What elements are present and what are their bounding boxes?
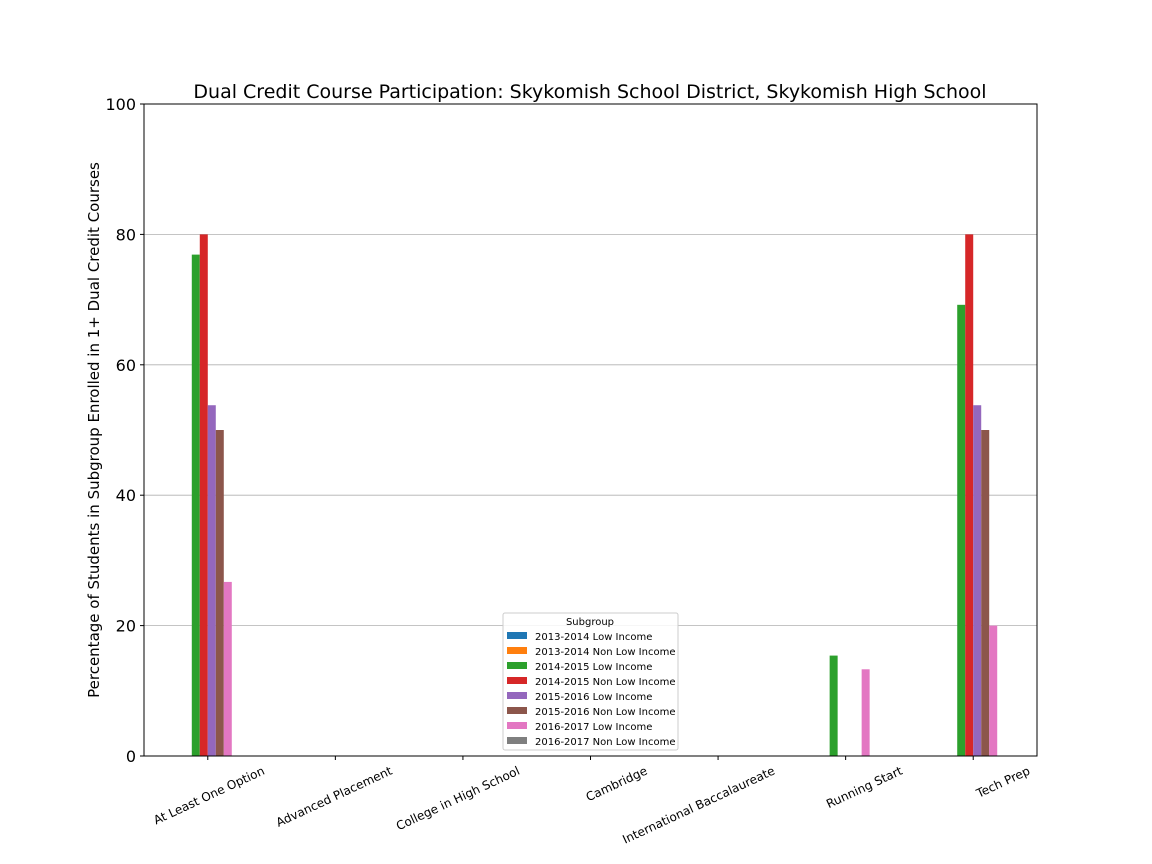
bars bbox=[191, 234, 998, 756]
y-axis-ticks: 0 20 40 60 80 100 bbox=[105, 95, 144, 766]
legend-swatch bbox=[507, 632, 527, 639]
legend-label: 2013-2014 Non Low Income bbox=[535, 647, 675, 658]
bar bbox=[215, 430, 224, 756]
legend-label: 2016-2017 Low Income bbox=[535, 722, 652, 733]
chart-title: Dual Credit Course Participation: Skykom… bbox=[193, 81, 986, 103]
legend-label: 2015-2016 Non Low Income bbox=[535, 707, 675, 718]
bar bbox=[199, 234, 208, 756]
legend-label: 2015-2016 Low Income bbox=[535, 692, 652, 703]
x-tick-label: College in High School bbox=[394, 764, 522, 834]
bar bbox=[861, 669, 870, 756]
legend-title: Subgroup bbox=[566, 617, 614, 628]
bar bbox=[223, 581, 232, 756]
legend-label: 2016-2017 Non Low Income bbox=[535, 737, 675, 748]
y-tick-label: 20 bbox=[116, 617, 136, 636]
x-tick-label: Running Start bbox=[824, 764, 905, 812]
x-axis-ticks: At Least One Option Advanced Placement Col… bbox=[151, 756, 1032, 847]
y-tick-label: 0 bbox=[126, 747, 136, 766]
gridlines bbox=[144, 233, 1037, 626]
legend-swatch bbox=[507, 737, 527, 744]
legend-swatch bbox=[507, 692, 527, 699]
x-tick-label: Tech Prep bbox=[973, 764, 1032, 801]
y-tick-label: 100 bbox=[105, 95, 136, 114]
bar bbox=[989, 625, 998, 756]
legend-label: 2014-2015 Non Low Income bbox=[535, 677, 675, 688]
legend-box bbox=[502, 612, 679, 751]
bar bbox=[981, 430, 990, 756]
y-tick-label: 80 bbox=[116, 225, 136, 244]
bar bbox=[973, 405, 982, 756]
y-tick-label: 60 bbox=[116, 356, 136, 375]
legend-swatch bbox=[507, 722, 527, 729]
bar bbox=[829, 655, 838, 756]
legend-swatch bbox=[507, 647, 527, 654]
bar bbox=[191, 254, 200, 756]
legend-label: 2013-2014 Low Income bbox=[535, 632, 652, 643]
legend-swatch bbox=[507, 707, 527, 714]
bar bbox=[207, 405, 216, 756]
x-tick-label: Cambridge bbox=[584, 764, 650, 805]
x-tick-label: At Least One Option bbox=[151, 764, 266, 828]
legend-items: 2013-2014 Low Income 2013-2014 Non Low In… bbox=[507, 632, 675, 748]
bar bbox=[965, 234, 974, 756]
bar bbox=[957, 304, 966, 756]
legend-label: 2014-2015 Low Income bbox=[535, 662, 652, 673]
legend: Subgroup 2013-2014 Low Income 2013-2014 N… bbox=[502, 612, 679, 751]
x-tick-label: Advanced Placement bbox=[274, 764, 395, 830]
legend-swatch bbox=[507, 677, 527, 684]
y-axis-label: Percentage of Students in Subgroup Enrol… bbox=[85, 162, 103, 698]
legend-swatch bbox=[507, 662, 527, 669]
y-tick-label: 40 bbox=[116, 486, 136, 505]
